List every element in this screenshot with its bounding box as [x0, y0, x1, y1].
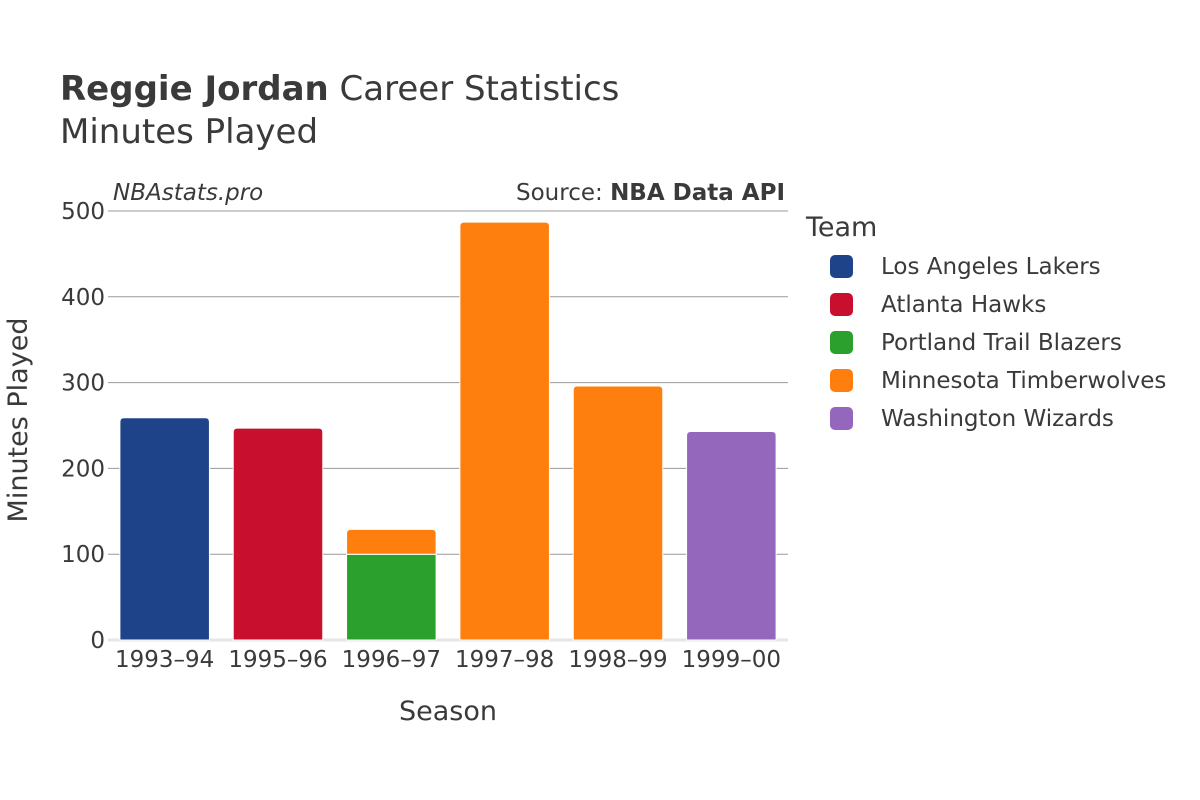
bar-1997–98-minnesota-timberwolves [459, 221, 550, 641]
source-name: NBA Data API [610, 180, 785, 206]
title-suffix: Career Statistics [340, 69, 620, 109]
source-label: Source: NBA Data API [516, 180, 785, 206]
legend-swatch [830, 255, 853, 278]
grid-layer [108, 210, 788, 642]
y-tick-label: 0 [90, 628, 105, 654]
legend-item[interactable]: Los Angeles Lakers [830, 254, 1101, 280]
legend-label: Washington Wizards [881, 406, 1114, 432]
player-name: Reggie Jordan [60, 69, 329, 109]
bar-1995–96-atlanta-hawks [232, 427, 324, 641]
x-tick-label: 1999–00 [682, 647, 781, 673]
x-tick-label: 1998–99 [568, 647, 667, 673]
x-tick-label: 1997–98 [455, 647, 554, 673]
legend-label: Minnesota Timberwolves [881, 368, 1166, 394]
x-axis-label: Season [399, 696, 497, 727]
legend-label: Los Angeles Lakers [881, 254, 1101, 280]
legend-item[interactable]: Portland Trail Blazers [830, 330, 1122, 356]
bar-1999–00-washington-wizards [686, 431, 777, 641]
bars-layer [119, 221, 777, 641]
legend-item[interactable]: Minnesota Timberwolves [830, 368, 1166, 394]
x-tick-label: 1995–96 [228, 647, 327, 673]
site-label: NBAstats.pro [113, 180, 263, 206]
chart-subtitle: Minutes Played [60, 112, 318, 152]
x-tick-label: 1993–94 [115, 647, 214, 673]
y-tick-label: 200 [61, 456, 105, 482]
legend-item[interactable]: Washington Wizards [830, 406, 1114, 432]
legend-title: Team [805, 212, 877, 243]
y-ticks: 0 100 200 300 400 500 [61, 199, 105, 654]
legend-swatch [830, 293, 853, 316]
x-tick-label: 1996–97 [342, 647, 441, 673]
y-tick-label: 400 [61, 285, 105, 311]
legend-label: Atlanta Hawks [881, 292, 1046, 318]
source-prefix: Source: [516, 180, 610, 206]
bar-1993–94-los-angeles-lakers [119, 417, 210, 641]
legend-items: Los Angeles Lakers Atlanta Hawks Portland … [830, 254, 1166, 432]
chart-title: Reggie Jordan Career Statistics [60, 69, 619, 109]
bar-1996–97-minnesota-timberwolves [346, 528, 437, 555]
legend-label: Portland Trail Blazers [881, 330, 1122, 356]
bar-1996–97-portland-trail-blazers [346, 553, 437, 641]
x-ticks: 1993–94 1995–96 1996–97 1997–98 1998–99 1999–… [115, 647, 781, 673]
bar-1998–99-minnesota-timberwolves [572, 385, 664, 641]
y-tick-label: 300 [61, 371, 105, 397]
y-tick-label: 100 [61, 542, 105, 568]
legend: Team Los Angeles Lakers Atlanta Hawks Port… [805, 212, 1166, 432]
legend-item[interactable]: Atlanta Hawks [830, 292, 1046, 318]
y-tick-label: 500 [61, 199, 105, 225]
legend-swatch [830, 369, 853, 392]
y-axis-label: Minutes Played [3, 318, 34, 523]
legend-swatch [830, 331, 853, 354]
legend-swatch [830, 407, 853, 430]
